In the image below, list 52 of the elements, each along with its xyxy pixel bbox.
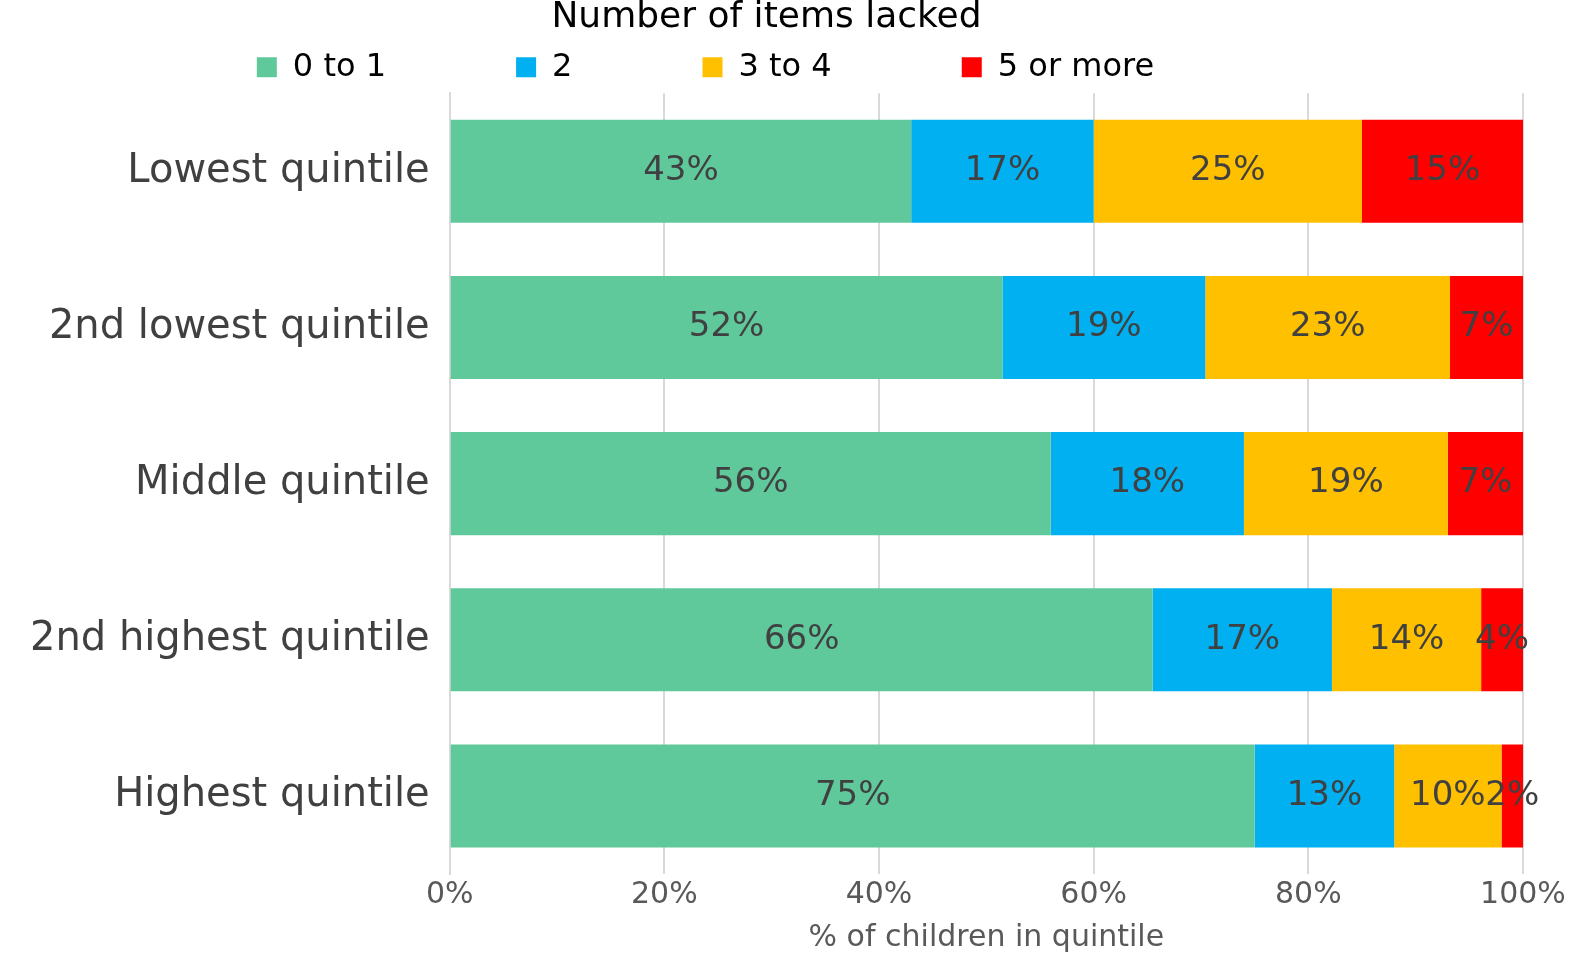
bar: [1002, 275, 1206, 379]
data-label: 25%: [1190, 148, 1266, 189]
data-label: 17%: [1204, 616, 1281, 657]
bar: [450, 275, 1003, 379]
data-label: 15%: [1404, 148, 1481, 189]
x-tick-label: 20%: [631, 874, 698, 910]
data-label: 18%: [1109, 460, 1186, 501]
bar: [1205, 275, 1451, 379]
y-tick-label: 2nd highest quintile: [30, 613, 430, 660]
legend-label: 5 or more: [997, 45, 1277, 84]
y-tick-label: Highest quintile: [114, 769, 430, 816]
data-label: 19%: [1066, 304, 1142, 345]
x-tick-label: 80%: [1274, 874, 1342, 910]
x-tick-label: 100%: [1480, 874, 1566, 910]
bar: [1152, 588, 1332, 692]
data-label: 2%: [1485, 772, 1540, 813]
data-label: 19%: [1308, 460, 1384, 501]
bar: [911, 119, 1094, 223]
bar: [1050, 432, 1244, 536]
bar: [450, 588, 1153, 692]
y-tick-label: Lowest quintile: [127, 144, 430, 191]
data-label: 10%: [1410, 772, 1486, 813]
bar: [450, 432, 1051, 536]
bar: [450, 744, 1255, 848]
data-label: 7%: [1458, 460, 1513, 501]
data-label: 17%: [964, 148, 1041, 189]
data-label: 23%: [1289, 304, 1366, 345]
bar: [450, 119, 912, 223]
x-axis-title: % of children in quintile: [808, 917, 1165, 953]
legend-title: Number of items lacked: [551, 0, 982, 36]
bar: [1243, 432, 1448, 536]
legend-label: 3 to 4: [738, 45, 954, 84]
data-label: 14%: [1368, 616, 1445, 657]
data-label: 52%: [688, 304, 765, 345]
x-tick-label: 60%: [1060, 874, 1128, 910]
bar: [1362, 119, 1523, 223]
x-tick-label: 0%: [425, 874, 474, 910]
legend-label: 2: [552, 45, 695, 84]
data-label: 13%: [1286, 772, 1363, 813]
bar: [1254, 744, 1395, 848]
bar: [1450, 275, 1523, 379]
data-label: 75%: [814, 772, 891, 813]
bar: [1093, 119, 1362, 223]
data-label: 66%: [763, 616, 840, 657]
data-label: 43%: [643, 148, 719, 189]
y-tick-label: Middle quintile: [135, 456, 430, 503]
x-tick-label: 40%: [845, 874, 913, 910]
y-tick-label: 2nd lowest quintile: [48, 300, 430, 347]
bar: [1447, 432, 1523, 536]
data-label: 7%: [1459, 304, 1514, 345]
data-label: 56%: [712, 460, 789, 501]
legend-label: 0 to 1: [292, 45, 509, 84]
